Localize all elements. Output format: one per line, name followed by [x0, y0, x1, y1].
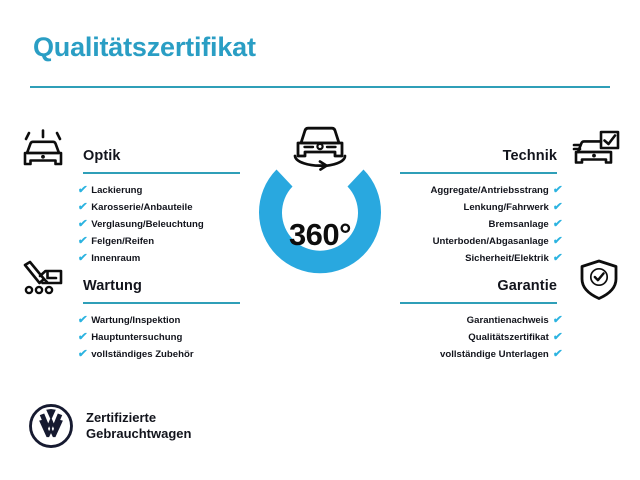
- list-item: ✔ Felgen/Reifen: [77, 233, 233, 250]
- list-item-label: Unterboden/Abgasanlage: [432, 236, 549, 247]
- list-item: ✔ Verglasung/Beleuchtung: [77, 216, 233, 233]
- check-icon: ✔: [77, 348, 89, 360]
- list-item: ✔ Hauptuntersuchung: [77, 329, 233, 346]
- list-item-label: Felgen/Reifen: [91, 236, 155, 247]
- section-technik: Technik Aggregate/Antriebsstrang ✔ Lenkun…: [400, 128, 622, 267]
- title-divider: [30, 86, 610, 88]
- list-item-label: Karosserie/Anbauteile: [91, 202, 193, 213]
- list-item: Garantienachweis ✔: [466, 312, 563, 329]
- check-icon: ✔: [77, 331, 89, 343]
- section-item-list: Garantienachweis ✔ Qualitätszertifikat ✔ v…: [405, 312, 563, 363]
- section-title: Garantie: [497, 278, 557, 294]
- list-item: ✔ Innenraum: [77, 250, 233, 267]
- check-icon: ✔: [77, 184, 89, 196]
- section-title: Wartung: [83, 278, 142, 294]
- list-item-label: Wartung/Inspektion: [91, 315, 181, 326]
- check-icon: ✔: [77, 201, 89, 213]
- badge-ring: [259, 169, 381, 274]
- check-icon: ✔: [552, 331, 563, 343]
- section-divider: [83, 172, 240, 174]
- list-item: vollständige Unterlagen ✔: [440, 346, 563, 363]
- list-item-label: Qualitätszertifikat: [468, 332, 549, 343]
- car-rotate-360-icon: [293, 126, 347, 171]
- list-item: Unterboden/Abgasanlage ✔: [432, 233, 563, 250]
- car-checkbox-icon: [564, 128, 622, 172]
- list-item-label: Sicherheit/Elektrik: [465, 253, 549, 264]
- badge-360-gebrauchtwagen-check: Gebrauchtwagen-Check: [230, 112, 410, 317]
- section-garantie: Garantie Garantienachweis ✔ Qualitätszert…: [400, 258, 622, 363]
- section-divider: [400, 302, 557, 304]
- list-item-label: Aggregate/Antriebsstrang: [430, 185, 549, 196]
- check-icon: ✔: [552, 348, 563, 360]
- list-item: Lenkung/Fahrwerk ✔: [463, 199, 562, 216]
- volkswagen-logo: [29, 404, 73, 448]
- check-icon: ✔: [77, 235, 89, 247]
- list-item: ✔ Wartung/Inspektion: [77, 312, 233, 329]
- section-item-list: Aggregate/Antriebsstrang ✔ Lenkung/Fahrwe…: [405, 182, 562, 267]
- check-icon: ✔: [552, 201, 563, 213]
- list-item: Aggregate/Antriebsstrang ✔: [430, 182, 562, 199]
- list-item: ✔ Karosserie/Anbauteile: [77, 199, 233, 216]
- list-item: Qualitätszertifikat ✔: [468, 329, 563, 346]
- list-item-label: Lackierung: [91, 185, 143, 196]
- section-header: Garantie: [400, 258, 622, 304]
- section-title: Optik: [83, 148, 121, 164]
- wrench-car-icon: [18, 258, 76, 302]
- shield-check-icon: [564, 258, 622, 302]
- check-icon: ✔: [552, 314, 563, 326]
- list-item-label: Innenraum: [91, 253, 141, 264]
- section-item-list: ✔ Lackierung ✔ Karosserie/Anbauteile ✔ Verg…: [77, 182, 233, 267]
- list-item-label: Verglasung/Beleuchtung: [91, 219, 204, 230]
- check-icon: ✔: [552, 218, 563, 230]
- list-item-label: Bremsanlage: [488, 219, 549, 230]
- car-shine-icon: [18, 128, 76, 172]
- badge-center-label: 360°: [288, 217, 352, 252]
- section-optik: Optik ✔ Lackierung ✔ Karosserie/Anbauteile…: [18, 128, 240, 267]
- list-item: Sicherheit/Elektrik ✔: [465, 250, 563, 267]
- list-item-label: Hauptuntersuchung: [91, 332, 183, 343]
- list-item-label: Lenkung/Fahrwerk: [463, 202, 549, 213]
- check-icon: ✔: [77, 218, 89, 230]
- list-item-label: Garantienachweis: [466, 315, 549, 326]
- list-item: Bremsanlage ✔: [488, 216, 563, 233]
- list-item-label: vollständige Unterlagen: [440, 349, 549, 360]
- section-divider: [83, 302, 240, 304]
- section-divider: [400, 172, 557, 174]
- section-header: Technik: [400, 128, 622, 174]
- footer-brand-text: Zertifizierte Gebrauchtwagen: [86, 410, 192, 441]
- section-title: Technik: [502, 148, 557, 164]
- page-title: Qualitätszertifikat: [33, 32, 256, 62]
- list-item-label: vollständiges Zubehör: [91, 349, 194, 360]
- list-item: ✔ Lackierung: [77, 182, 233, 199]
- section-wartung: Wartung ✔ Wartung/Inspektion ✔ Hauptunters…: [18, 258, 240, 363]
- footer-brand: Zertifizierte Gebrauchtwagen: [28, 403, 191, 449]
- check-icon: ✔: [77, 314, 89, 326]
- section-header: Optik: [18, 128, 240, 174]
- section-header: Wartung: [18, 258, 240, 304]
- section-item-list: ✔ Wartung/Inspektion ✔ Hauptuntersuchung ✔…: [77, 312, 233, 363]
- check-icon: ✔: [552, 235, 563, 247]
- list-item: ✔ vollständiges Zubehör: [77, 346, 233, 363]
- check-icon: ✔: [552, 184, 563, 196]
